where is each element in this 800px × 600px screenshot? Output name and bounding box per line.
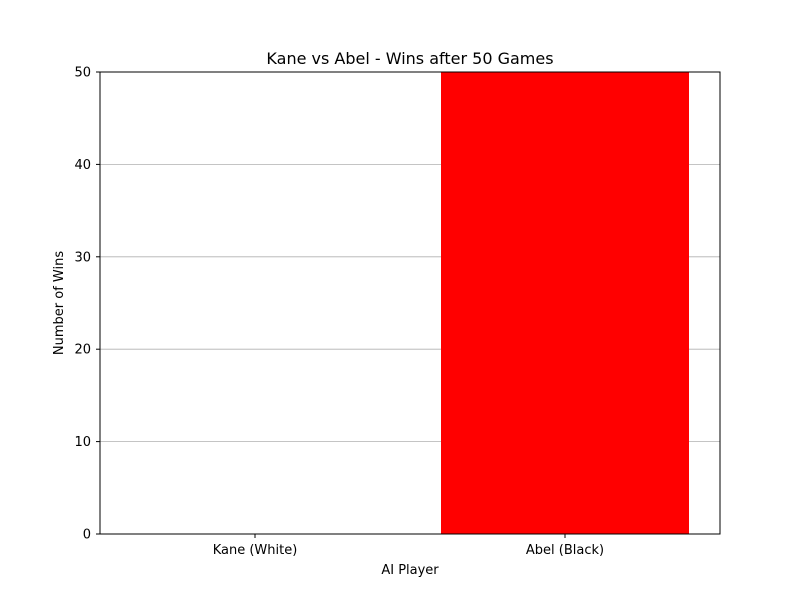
- plot-frame: [99, 71, 721, 535]
- y-tick-label: 50: [74, 66, 91, 81]
- x-tick-label: Kane (White): [213, 543, 298, 558]
- y-tick-label: 10: [74, 435, 91, 450]
- bars: [441, 72, 689, 534]
- y-axis-ticks: 0 10 20 30 40 50: [74, 66, 100, 543]
- chart-title: Kane vs Abel - Wins after 50 Games: [266, 49, 553, 68]
- bar-1: [441, 72, 689, 534]
- x-tick-label: Abel (Black): [526, 543, 604, 558]
- y-axis-label: Number of Wins: [52, 251, 67, 355]
- x-axis-ticks: Kane (White) Abel (Black): [213, 534, 604, 558]
- y-tick-label: 0: [83, 528, 91, 543]
- x-axis-label: AI Player: [381, 563, 439, 578]
- y-tick-label: 20: [74, 343, 91, 358]
- y-tick-label: 30: [74, 250, 91, 265]
- y-tick-label: 40: [74, 158, 91, 173]
